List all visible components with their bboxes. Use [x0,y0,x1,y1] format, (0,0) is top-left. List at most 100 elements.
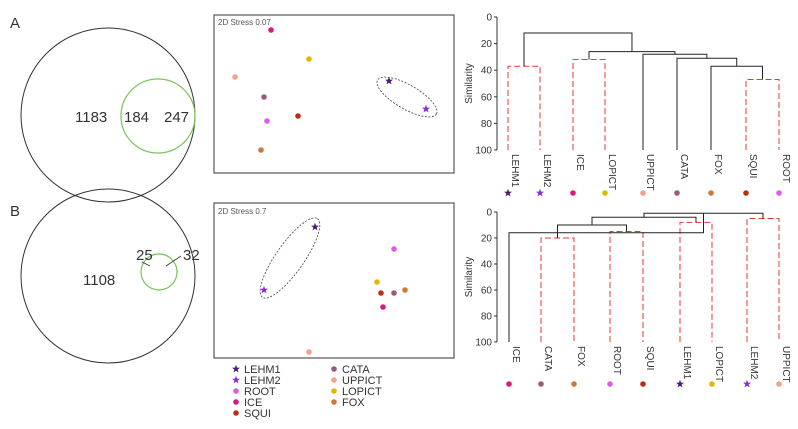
dendro-a-leaf-label-squi: SQUI [747,154,758,178]
dendro-b-tick-label-40: 40 [481,260,493,271]
dendro-a-leaf-label-uppict: UPPICT [644,154,655,191]
dendro-b-link-2 [679,221,713,342]
dendro-a-link-6 [588,51,676,60]
dendro-b-leaf-label-cata: CATA [542,346,553,372]
dendro-a-leaf-label-ice: ICE [574,154,585,171]
dendro-a-link-7 [523,32,633,67]
dendro-b-y-label: Similarity [464,257,475,298]
dendro-a-leaf-label-cata: CATA [678,154,689,180]
dendro-b-leaf-label-fox: FOX [575,346,586,367]
mds-a-group-ellipse [376,76,438,118]
legend-label-cata: CATA [342,364,370,376]
dendro-b-leaf-label-lehm1: LEHM1 [681,346,692,380]
venn-diagram-a: 1183 184 247 [20,27,196,203]
dendro-a-link-4 [676,57,738,150]
dendro-a-leaf-marker-fox [708,190,714,196]
dendro-b-leaf-marker-lehm1 [676,379,684,388]
legend-label-lehm2: LEHM2 [244,375,281,387]
dendro-a-tick-label-0: 0 [486,13,492,24]
mds-b-point-lehm2 [260,285,268,294]
legend-marker-fox [331,399,337,405]
dendro-a-tick-label-100: 100 [475,146,492,157]
venn-a-overlap-count: 184 [124,109,149,126]
dendro-a-link-2 [745,79,780,150]
mds-a-point-lopict [306,56,312,62]
legend-label-uppict: UPPICT [342,375,383,387]
dendro-a-leaf-marker-root [776,190,782,196]
dendrogram-b: Similarity 0 20 40 60 80 100 ICE CATA FOX ROOT SQUI… [464,208,791,388]
dendro-a-y-label: Similarity [464,63,475,104]
dendro-b-leaf-label-lehm2: LEHM2 [748,346,759,380]
legend-label-fox: FOX [342,397,365,409]
panel-label-a: A [10,15,20,32]
legend-item-lehm1: LEHM1 [232,364,281,376]
mds-b-stress-label: 2D Stress 0.7 [218,207,267,216]
dendro-b-tick-label-0: 0 [486,208,492,219]
mds-a-point-lehm2 [422,104,430,113]
dendro-b-leaf-marker-root [607,381,613,387]
dendro-a-link-5 [642,53,708,150]
mds-b-point-lehm1 [311,222,319,231]
legend-label-ice: ICE [244,397,262,409]
dendro-a-leaf-label-lehm1: LEHM1 [509,154,520,188]
dendro-b-link-7 [508,213,704,342]
dendro-b-leaf-label-squi: SQUI [644,346,655,370]
dendro-a-leaf-marker-uppict [640,190,646,196]
dendro-a-leaf-label-fox: FOX [712,154,723,175]
mds-a-point-cata [261,94,267,100]
mds-b-group-ellipse [259,217,321,299]
dendro-a-link-0 [507,65,541,150]
dendro-a-tick-label-80: 80 [481,119,493,130]
mds-b-point-fox [402,287,408,293]
dendro-a-leaf-marker-cata [674,190,680,196]
legend-item-uppict: UPPICT [331,375,383,387]
legend-item-root: ROOT [233,386,276,398]
venn-b-outer-circle [20,188,196,364]
dendro-b-tick-label-100: 100 [475,338,492,349]
venn-a-left-count: 1183 [75,109,107,126]
legend-marker-squi [233,410,239,416]
dendro-a-leaf-marker-lehm1 [504,188,512,197]
legend-item-ice: ICE [233,397,262,409]
mds-a-point-squi [295,113,301,119]
dendro-a-tick-label-60: 60 [481,92,493,103]
mds-a-frame [213,14,455,174]
panel-label-b: B [10,203,20,220]
dendro-b-link-0 [540,237,575,342]
mds-b-point-squi [378,290,384,296]
legend-marker-root [233,388,239,394]
dendro-b-leaf-marker-uppict [776,381,782,387]
mds-a-points [232,27,430,153]
legend-label-lehm1: LEHM1 [244,364,281,376]
dendro-b-leaf-marker-ice [506,381,512,387]
venn-b-right-count: 32 [183,247,200,264]
dendro-b-leaf-marker-squi [640,381,646,387]
venn-b-overlap-count: 25 [136,247,153,264]
mds-b-point-lopict [374,279,380,285]
mds-b-point-root [391,246,397,252]
venn-a-inner-circle [120,78,196,154]
mds-b-point-uppict [306,349,312,355]
dendro-a-leaf-marker-ice [570,190,576,196]
legend-marker-lehm2 [232,375,240,384]
mds-a-point-fox [258,147,264,153]
dendro-a-tick-label-20: 20 [481,39,493,50]
dendro-b-leaf-label-root: ROOT [611,346,622,375]
dendro-b-link-1 [609,231,644,342]
dendro-a-leaf-label-lehm2: LEHM2 [541,154,552,188]
dendro-b-link-3 [746,218,780,342]
legend-label-lopict: LOPICT [342,386,382,398]
dendro-a-leaf-label-lopict: LOPICT [606,154,617,190]
dendro-a-leaf-marker-lopict [602,190,608,196]
venn-b-left-count: 1108 [83,272,115,289]
dendro-b-leaf-label-lopict: LOPICT [713,346,724,382]
venn-b-right-leader [165,255,182,267]
legend-marker-cata [331,366,337,372]
venn-b-inner-circle [140,253,178,291]
venn-diagram-b: 1108 25 32 [20,188,200,364]
dendro-a-link-1 [572,59,606,150]
dendro-b-leaf-marker-lopict [709,381,715,387]
mds-plot-a: 2D Stress 0.07 [213,14,455,174]
